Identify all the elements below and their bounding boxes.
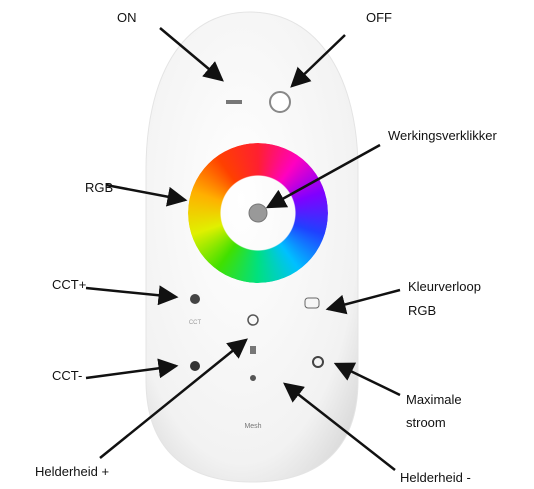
- label: RGB: [85, 180, 113, 195]
- on-button: [226, 100, 242, 104]
- arrow: [268, 145, 380, 207]
- arrow: [106, 185, 185, 200]
- label: ON: [117, 10, 137, 25]
- diagram: CCT Mesh ON OFF Werkingsverklikker RGB C…: [0, 0, 534, 489]
- brightness-plus-button: [248, 315, 258, 325]
- arrow: [328, 290, 400, 309]
- arrow: [292, 35, 345, 86]
- cct-plus-button: [190, 294, 200, 304]
- arrow: [336, 364, 400, 395]
- arrow: [86, 366, 176, 378]
- arrow: [86, 288, 176, 297]
- arrow: [285, 384, 395, 470]
- label: RGB: [408, 303, 436, 318]
- label: OFF: [366, 10, 392, 25]
- label: Helderheid +: [35, 464, 109, 479]
- arrows: [86, 28, 400, 470]
- arrow: [160, 28, 222, 80]
- label: Kleurverloop: [408, 279, 481, 294]
- color-flow-button: [305, 298, 319, 308]
- label: stroom: [406, 415, 446, 430]
- max-current-button: [313, 357, 323, 367]
- label: Helderheid -: [400, 470, 471, 485]
- off-button: [270, 92, 290, 112]
- brightness-minus-button: [250, 375, 256, 381]
- mesh-text: Mesh: [244, 423, 261, 430]
- label: CCT+: [52, 277, 86, 292]
- indicator-light: [249, 204, 267, 222]
- label: CCT-: [52, 368, 82, 383]
- label: Werkingsverklikker: [388, 128, 498, 143]
- arrow: [100, 340, 246, 458]
- cct-text: CCT: [189, 320, 202, 326]
- annotation-layer: CCT Mesh ON OFF Werkingsverklikker RGB C…: [0, 0, 534, 489]
- label: Maximale: [406, 392, 462, 407]
- mode-button: [250, 346, 256, 354]
- cct-minus-button: [190, 361, 200, 371]
